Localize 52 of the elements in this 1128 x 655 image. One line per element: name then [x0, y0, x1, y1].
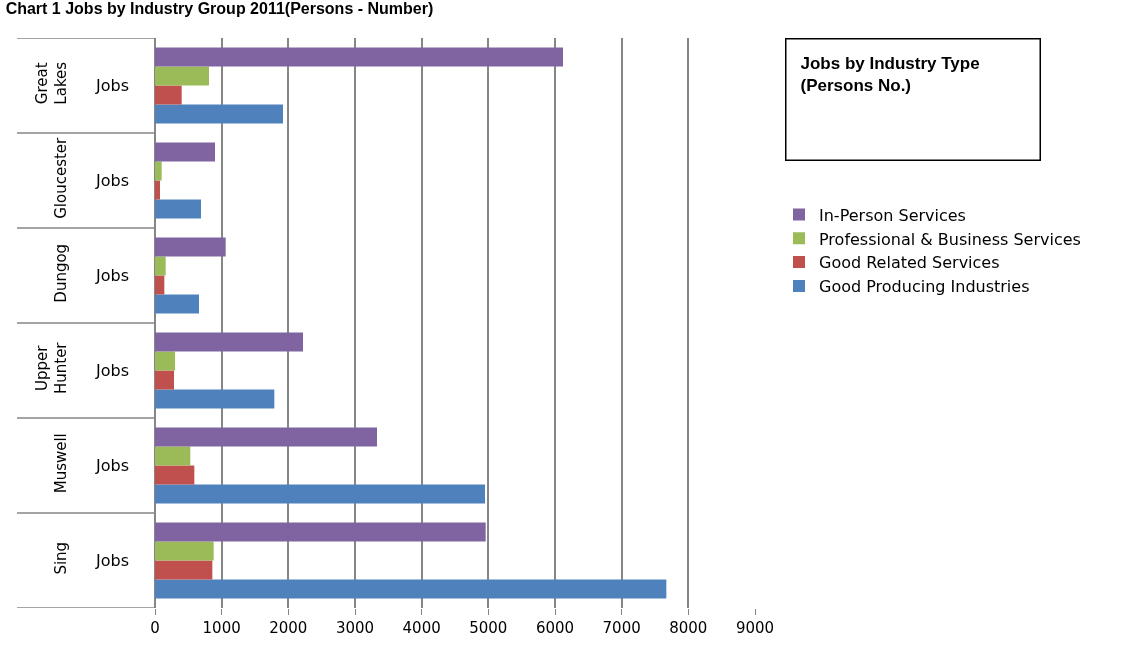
x-tick-label: 3000 — [335, 619, 375, 637]
text: Jobs by Industry Type (Persons No.) — [800, 53, 980, 95]
x-tick-label: 4000 — [402, 619, 441, 637]
x-tick-label: 2000 — [269, 619, 308, 637]
bar — [155, 142, 215, 162]
bar — [155, 256, 166, 276]
x-tick-label: 7000 — [602, 619, 641, 637]
bar — [155, 66, 209, 86]
y-tick-label: Gloucester — [52, 136, 70, 219]
text: Jobs — [95, 456, 129, 475]
bar — [155, 522, 486, 542]
x-tick-label: 9000 — [735, 619, 775, 637]
bar — [155, 237, 226, 257]
bar — [155, 351, 175, 371]
bar — [155, 389, 275, 409]
bar — [155, 47, 563, 67]
chart-title: Chart 1 Jobs by Industry Group 2011(Persons - Number) — [5, 0, 434, 18]
legend-label: Good Producing Industries — [819, 277, 1030, 297]
text: Jobs — [95, 171, 129, 190]
bar — [155, 484, 485, 504]
y-tick-label: Great Lakes — [32, 61, 70, 105]
bar — [155, 332, 303, 352]
text: Jobs — [95, 551, 129, 570]
bar — [155, 370, 174, 390]
bar — [155, 427, 377, 447]
x-tick-label: 8000 — [669, 619, 708, 637]
x-tick-label: 5000 — [469, 619, 508, 637]
bar — [155, 104, 283, 124]
bar — [155, 161, 162, 181]
text: Jobs — [95, 361, 129, 380]
legend-label: In-Person Services — [819, 205, 966, 225]
bar — [155, 85, 182, 105]
y-tick-label: Sing — [52, 541, 70, 575]
bar — [155, 541, 214, 561]
legend-label: Professional & Business Services — [819, 229, 1081, 249]
x-tick-label: 1000 — [202, 619, 241, 637]
bar — [155, 465, 195, 485]
y-tick-label: Dungog — [52, 243, 70, 303]
bar — [155, 579, 667, 599]
x-tick-label: 6000 — [535, 619, 575, 637]
text: Jobs — [95, 76, 129, 95]
x-tick-label: 0 — [150, 619, 160, 637]
bar — [155, 294, 199, 314]
y-tick-label: Muswell — [52, 433, 70, 494]
y-tick-label: Upper Hunter — [32, 341, 70, 395]
text: Jobs — [95, 266, 129, 285]
bar — [155, 199, 201, 219]
bar — [155, 560, 213, 580]
bar — [155, 180, 160, 200]
bar — [155, 275, 165, 295]
legend-label: Good Related Services — [819, 253, 1000, 273]
bar — [155, 446, 191, 466]
